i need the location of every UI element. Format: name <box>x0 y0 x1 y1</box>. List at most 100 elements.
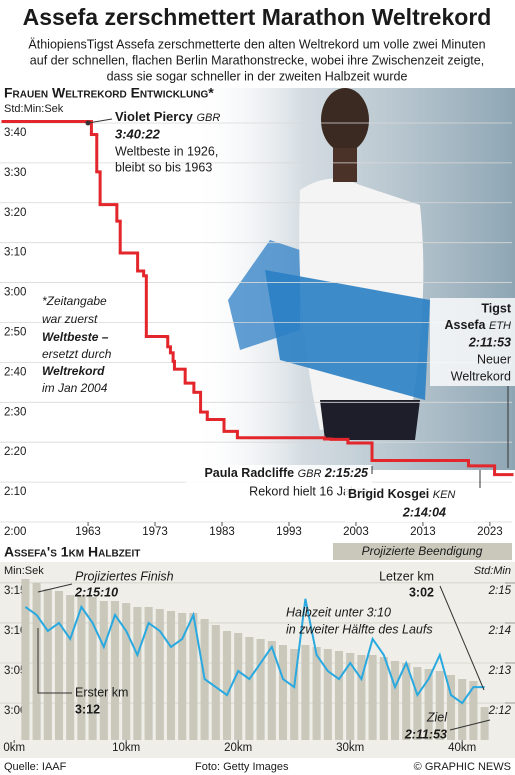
bar <box>402 663 411 740</box>
legend-label: Projizierte Beendigung <box>362 544 483 558</box>
bar <box>301 645 310 740</box>
bar <box>446 675 456 740</box>
annotation: Halbzeit unter 3:10 <box>286 605 391 619</box>
x-tick-label: 1993 <box>276 526 302 538</box>
bar <box>357 655 366 740</box>
annotation: bleibt so bis 1963 <box>115 160 212 174</box>
y2-axis-label: Std:Min <box>474 565 511 577</box>
country: KEN <box>433 489 456 501</box>
x-tick-label: 2023 <box>477 526 503 538</box>
y-tick-label: 2:10 <box>4 486 26 498</box>
time: 2:14:04 <box>402 505 446 519</box>
split-line <box>24 598 485 705</box>
y-tick-label: 2:40 <box>4 366 26 378</box>
label-bg <box>430 298 515 386</box>
bar <box>155 609 164 740</box>
bar <box>234 633 243 740</box>
y-tick-label: 3:10 <box>4 625 26 637</box>
annotation: 2:15:10 <box>74 585 118 599</box>
chart-title: Assefa's 1km Halbzeit <box>4 544 140 560</box>
y-axis-label: Std:Min:Sek <box>4 103 64 115</box>
bar <box>99 601 108 740</box>
bar <box>21 579 30 740</box>
bar <box>43 589 52 740</box>
bar <box>480 707 489 740</box>
label-bg <box>345 486 485 522</box>
x-tick-label: 1973 <box>142 526 168 538</box>
y-tick-label: 3:30 <box>4 167 26 179</box>
bar <box>424 669 433 740</box>
y2-tick-label: 2:14 <box>488 625 511 637</box>
bar <box>469 681 478 740</box>
bar <box>32 583 41 740</box>
y-tick-label: 3:00 <box>4 705 26 717</box>
bar <box>390 661 400 740</box>
bar <box>54 591 64 740</box>
connector <box>37 583 73 593</box>
x-tick-label: 40km <box>448 742 476 754</box>
x-tick-label: 0km <box>3 742 25 754</box>
name: Violet Piercy <box>115 109 194 124</box>
x-tick-label: 1963 <box>75 526 101 538</box>
dot <box>85 120 91 126</box>
credit: © GRAPHIC NEWS <box>414 761 511 773</box>
y-tick-label: 3:20 <box>4 207 26 219</box>
bar <box>122 603 131 740</box>
y-tick-label: 2:00 <box>4 526 26 538</box>
subtitle: auf der schnellen, flachen Berlin Marath… <box>30 53 484 67</box>
annotation: Weltrekord <box>451 369 511 383</box>
y-axis-label: Min:Sek <box>4 565 44 577</box>
legend-swatch <box>333 543 512 560</box>
note: im Jan 2004 <box>42 381 108 395</box>
bar <box>312 647 321 740</box>
bar <box>256 639 265 740</box>
photo-credit: Foto: Getty Images <box>195 761 289 773</box>
connector <box>449 719 491 731</box>
x-tick-label: 20km <box>224 742 252 754</box>
connector <box>439 585 485 691</box>
y2-tick-label: 2:15 <box>488 585 512 597</box>
note: Weltrekord <box>42 364 105 378</box>
y2-tick-label: 2:12 <box>488 705 512 717</box>
y-tick-label: 3:40 <box>4 127 26 139</box>
bar <box>290 649 299 740</box>
time: 3:40:22 <box>115 126 161 141</box>
bar <box>323 649 332 740</box>
connector <box>87 118 113 124</box>
connector <box>37 628 72 694</box>
x-tick-label: 30km <box>336 742 364 754</box>
source: Quelle: IAAF <box>4 761 67 773</box>
annotation: Assefa ETH <box>445 318 512 332</box>
annotation: Neuer <box>477 352 511 366</box>
bar <box>368 655 377 740</box>
bar <box>278 645 288 740</box>
y-tick-label: 3:10 <box>4 247 26 259</box>
label-bg <box>186 465 372 500</box>
bar <box>88 597 97 740</box>
annotation: Projiziertes Finish <box>75 569 174 583</box>
annotation: in zweiter Hälfte des Laufs <box>286 622 433 636</box>
annotation: Paula Radcliffe GBR 2:15:25 <box>204 466 369 480</box>
bar <box>77 595 86 740</box>
subtitle: ÄthiopiensTigst Assefa zerschmetterte de… <box>28 37 485 51</box>
note: ersetzt durch <box>42 347 112 361</box>
note: *Zeitangabe <box>42 294 107 308</box>
bar <box>222 631 232 740</box>
bar <box>211 625 220 740</box>
annotation: Erster km <box>75 685 128 699</box>
y-tick-label: 2:50 <box>4 327 26 339</box>
bar <box>110 601 120 740</box>
annotation: Ziel <box>426 710 448 724</box>
annotation: Weltbeste in 1926, <box>115 144 218 158</box>
title: Assefa zerschmettert Marathon Weltrekord <box>23 4 492 30</box>
x-tick-label: 2013 <box>410 526 436 538</box>
y-tick-label: 2:20 <box>4 446 26 458</box>
annotation: 3:12 <box>75 702 100 716</box>
bar <box>267 641 276 740</box>
country: ETH <box>489 320 511 332</box>
bar <box>346 653 355 740</box>
time: 2:15:25 <box>324 466 369 480</box>
annotation: Letzer km <box>379 569 434 583</box>
y-tick-label: 3:00 <box>4 287 26 299</box>
